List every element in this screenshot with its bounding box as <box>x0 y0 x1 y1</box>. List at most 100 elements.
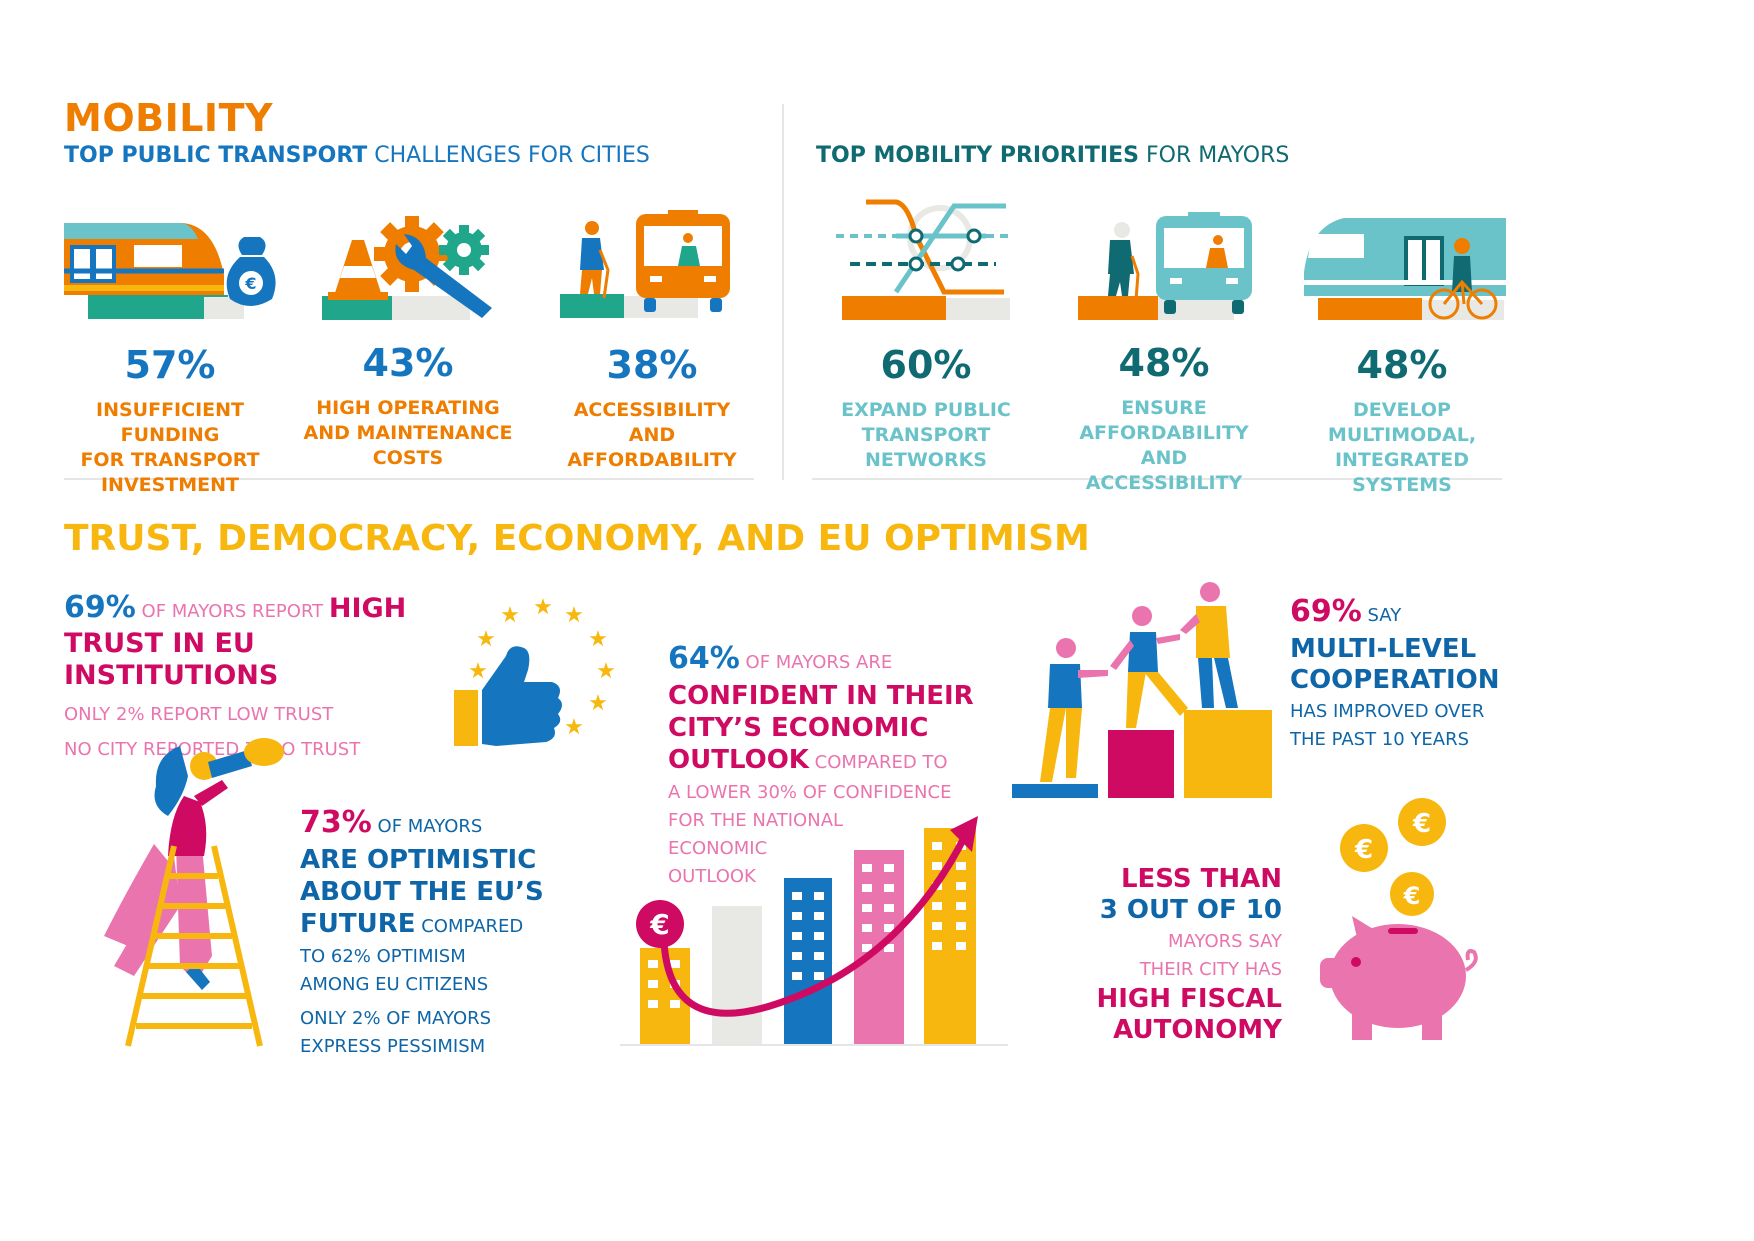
optimism-rest-line: AMONG EU CITIZENS <box>300 971 600 999</box>
eu-trust-block: 69% OF MAYORS REPORT HIGH TRUST IN EU IN… <box>64 592 464 760</box>
piggy-bank-coins-icon: € € € <box>1312 792 1486 1048</box>
optimism-block: 73% OF MAYORS ARE OPTIMISTIC ABOUT THE E… <box>300 806 600 1061</box>
stat-label-line: FOR TRANSPORT <box>60 448 280 473</box>
optimism-future-line: FUTURE COMPARED <box>300 908 600 943</box>
fiscal-bold-bottom: AUTONOMY <box>1060 1015 1282 1046</box>
stat-label: EXPAND PUBLIC TRANSPORT NETWORKS <box>836 398 1016 473</box>
gears-wrench-cone-icon <box>322 214 497 324</box>
challenges-heading-bold: TOP PUBLIC TRANSPORT <box>64 143 367 168</box>
coin-euro-symbol: € <box>1412 809 1431 839</box>
economy-line1: 64% OF MAYORS ARE <box>668 642 988 680</box>
fiscal-bold-top: LESS THAN <box>1060 864 1282 895</box>
stat-priority-1: 60% EXPAND PUBLIC TRANSPORT NETWORKS <box>836 346 1016 473</box>
fiscal-bold-top: 3 OUT OF 10 <box>1060 895 1282 926</box>
challenges-heading: TOP PUBLIC TRANSPORT CHALLENGES FOR CITI… <box>64 143 650 168</box>
stat-challenge-3: 38% ACCESSIBILITY AND AFFORDABILITY <box>552 346 752 473</box>
elderly-bus-icon <box>560 210 732 322</box>
eu-trust-text: OF MAYORS REPORT <box>136 601 329 622</box>
cooperation-rest-line: HAS IMPROVED OVER <box>1290 698 1550 726</box>
optimism-line1: 73% OF MAYORS <box>300 806 600 844</box>
stat-label-line: MULTIMODAL, <box>1292 423 1512 448</box>
stat-percent: 43% <box>300 344 516 382</box>
stat-label-line: COSTS <box>300 446 516 471</box>
transit-map-icon <box>836 196 1014 322</box>
stat-label-line: AND ACCESSIBILITY <box>1064 446 1264 496</box>
economy-outlook-line: OUTLOOK COMPARED TO <box>668 744 988 779</box>
cooperation-bold-line: MULTI-LEVEL <box>1290 634 1550 665</box>
optimism-bold-last: FUTURE <box>300 909 416 939</box>
eu-trust-note1: ONLY 2% REPORT LOW TRUST <box>64 704 464 725</box>
stat-label-line: DEVELOP <box>1292 398 1512 423</box>
stat-label-line: AFFORDABILITY <box>552 448 752 473</box>
stat-label-line: AFFORDABILITY <box>1064 421 1264 446</box>
stat-label: HIGH OPERATING AND MAINTENANCE COSTS <box>300 396 516 471</box>
cooperation-percent: 69% <box>1290 594 1362 629</box>
stat-label: ACCESSIBILITY AND AFFORDABILITY <box>552 398 752 473</box>
coin-euro-symbol: € <box>1403 882 1421 910</box>
fiscal-block: LESS THAN 3 OUT OF 10 MAYORS SAY THEIR C… <box>1060 864 1282 1046</box>
stat-label-line: ACCESSIBILITY AND <box>552 398 752 448</box>
stat-label-line: EXPAND PUBLIC <box>836 398 1016 423</box>
economy-compared: COMPARED TO <box>809 752 948 773</box>
svg-text:★: ★ <box>500 603 520 628</box>
coin-euro-symbol: € <box>1354 835 1373 865</box>
optimism-compared: COMPARED <box>416 916 524 937</box>
eu-trust-bold: HIGH <box>329 593 406 624</box>
mobility-title: MOBILITY <box>64 96 273 140</box>
stat-percent: 57% <box>60 346 280 384</box>
stat-label: INSUFFICIENT FUNDING FOR TRANSPORT INVES… <box>60 398 280 498</box>
economy-bold-last: OUTLOOK <box>668 745 809 775</box>
cooperation-bold-line: COOPERATION <box>1290 665 1550 696</box>
optimism-rest-line: TO 62% OPTIMISM <box>300 943 600 971</box>
stat-label: DEVELOP MULTIMODAL, INTEGRATED SYSTEMS <box>1292 398 1512 498</box>
thumbs-up-stars-icon: ★ ★★ ★★★ ★★★ <box>448 594 620 754</box>
woman-binoculars-ladder-icon <box>84 736 294 1050</box>
eu-trust-percent: 69% <box>64 590 136 625</box>
optimism-bold-line: ABOUT THE EU’S <box>300 876 600 908</box>
euro-coin-symbol: € <box>649 908 669 941</box>
priorities-heading-rest: FOR MAYORS <box>1139 143 1289 168</box>
cooperation-rest-line: THE PAST 10 YEARS <box>1290 726 1550 754</box>
economy-bold-line: CONFIDENT IN THEIR <box>668 680 988 712</box>
stat-label-line: TRANSPORT <box>836 423 1016 448</box>
growing-buildings-icon: € <box>620 816 1010 1048</box>
stat-label-line: NETWORKS <box>836 448 1016 473</box>
cooperation-text: SAY <box>1362 605 1401 626</box>
optimism-note-line: ONLY 2% OF MAYORS <box>300 1005 600 1033</box>
stat-challenge-2: 43% HIGH OPERATING AND MAINTENANCE COSTS <box>300 344 516 471</box>
elderly-bus-icon <box>1078 212 1254 324</box>
eu-trust-line2: TRUST IN EU INSTITUTIONS <box>64 628 464 692</box>
stat-percent: 48% <box>1064 344 1264 382</box>
stat-priority-3: 48% DEVELOP MULTIMODAL, INTEGRATED SYSTE… <box>1292 346 1512 498</box>
vertical-divider <box>782 104 784 480</box>
challenges-heading-rest: CHALLENGES FOR CITIES <box>367 143 650 168</box>
svg-text:★: ★ <box>596 659 616 684</box>
economy-bold-line: CITY’S ECONOMIC <box>668 712 988 744</box>
stat-label-line: ENSURE <box>1064 396 1264 421</box>
eu-trust-line1: 69% OF MAYORS REPORT HIGH <box>64 592 464 628</box>
svg-text:★: ★ <box>588 627 608 652</box>
stat-percent: 48% <box>1292 346 1512 384</box>
svg-text:★: ★ <box>468 659 488 684</box>
optimism-percent: 73% <box>300 805 372 840</box>
svg-text:★: ★ <box>564 715 584 740</box>
economy-rest-line: A LOWER 30% OF CONFIDENCE <box>668 779 988 807</box>
fiscal-rest-line: MAYORS SAY <box>1060 928 1282 956</box>
stat-percent: 60% <box>836 346 1016 384</box>
stat-label-line: INSUFFICIENT FUNDING <box>60 398 280 448</box>
optimism-bold-line: ARE OPTIMISTIC <box>300 844 600 876</box>
stat-percent: 38% <box>552 346 752 384</box>
priorities-heading-bold: TOP MOBILITY PRIORITIES <box>816 143 1139 168</box>
stat-label-line: INVESTMENT <box>60 473 280 498</box>
trust-title: TRUST, DEMOCRACY, ECONOMY, AND EU OPTIMI… <box>64 518 1090 559</box>
priorities-heading: TOP MOBILITY PRIORITIES FOR MAYORS <box>816 143 1289 168</box>
stat-label-line: HIGH OPERATING <box>300 396 516 421</box>
people-cooperation-icon <box>1012 578 1274 800</box>
svg-text:€: € <box>244 274 256 293</box>
stat-label-line: AND MAINTENANCE <box>300 421 516 446</box>
svg-text:★: ★ <box>533 595 553 620</box>
stat-label-line: INTEGRATED SYSTEMS <box>1292 448 1512 498</box>
stat-challenge-1: 57% INSUFFICIENT FUNDING FOR TRANSPORT I… <box>60 346 280 498</box>
economy-percent: 64% <box>668 641 740 676</box>
stat-label: ENSURE AFFORDABILITY AND ACCESSIBILITY <box>1064 396 1264 496</box>
